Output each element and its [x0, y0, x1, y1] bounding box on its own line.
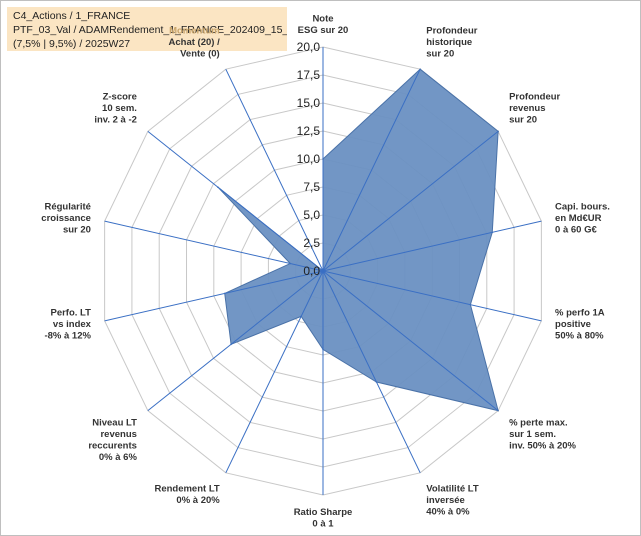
axis-spoke	[104, 270, 324, 322]
axis-label: Note ESG sur 20	[298, 14, 349, 37]
axis-label: % perte max. sur 1 sem. inv. 50% à 20%	[509, 417, 576, 451]
axis-spoke	[147, 270, 324, 412]
axis-spoke	[147, 130, 324, 272]
axis-label: Perfo. LT vs index -8% à 12%	[44, 307, 91, 341]
axis-spoke	[104, 220, 324, 272]
tick-label: 15,0	[297, 96, 321, 110]
axis-label: Profondeur revenus sur 20	[509, 92, 560, 126]
header-line-3: (7,5% | 9,5%) / 2025W27	[13, 38, 131, 50]
tick-label: 12,5	[297, 124, 321, 138]
header-line-1: C4_Actions / 1_FRANCE	[13, 10, 131, 22]
tick-labels: 0,0 2,5 5,0 7,5 10,0 12,5 15,0 17,5 20,0	[297, 40, 321, 278]
axis-label: Régularité croissance sur 20	[41, 202, 91, 236]
axis-spoke	[322, 270, 499, 412]
tick-label: 7,5	[303, 180, 320, 194]
axis-spoke	[322, 270, 421, 474]
tick-label: 17,5	[297, 68, 321, 82]
axis-label: Momentum Achat (20) / Vente (0)	[169, 26, 221, 60]
tick-label: 0,0	[303, 264, 320, 278]
chart-header: C4_Actions / 1_FRANCE PTF_03_Val / ADAMR…	[7, 7, 287, 51]
tick-label: 20,0	[297, 40, 321, 54]
axis-label: % perfo 1A positive 50% à 80%	[555, 307, 605, 341]
axis-spoke	[322, 270, 542, 322]
axis-labels: Note ESG sur 20 Profondeur historique sur 20…	[41, 14, 610, 530]
axis-spoke	[322, 68, 421, 272]
axis-label: Rendement LT 0% à 20%	[154, 483, 220, 506]
axis-spoke	[322, 130, 499, 272]
series-area	[217, 68, 499, 412]
tick-label: 2,5	[303, 236, 320, 250]
axis-label: Ratio Sharpe 0 à 1	[294, 507, 353, 530]
axis-spoke	[225, 68, 324, 272]
axis-spoke	[225, 270, 324, 474]
header-line-2: PTF_03_Val / ADAMRendement_1_FRANCE_2024…	[13, 24, 287, 36]
axes	[104, 47, 542, 495]
axis-label: Z-score 10 sem. inv. 2 à -2	[94, 92, 137, 126]
axis-label: Niveau LT revenus reccurents 0% à 6%	[88, 417, 137, 463]
axis-label: Profondeur historique sur 20	[426, 26, 477, 60]
axis-label: Volatilité LT inversée 40% à 0%	[426, 483, 479, 517]
tick-label: 5,0	[303, 208, 320, 222]
axis-label: Capi. bours. en Md€UR 0 à 60 G€	[555, 202, 610, 236]
axis-spoke	[322, 220, 542, 272]
tick-label: 10,0	[297, 152, 321, 166]
